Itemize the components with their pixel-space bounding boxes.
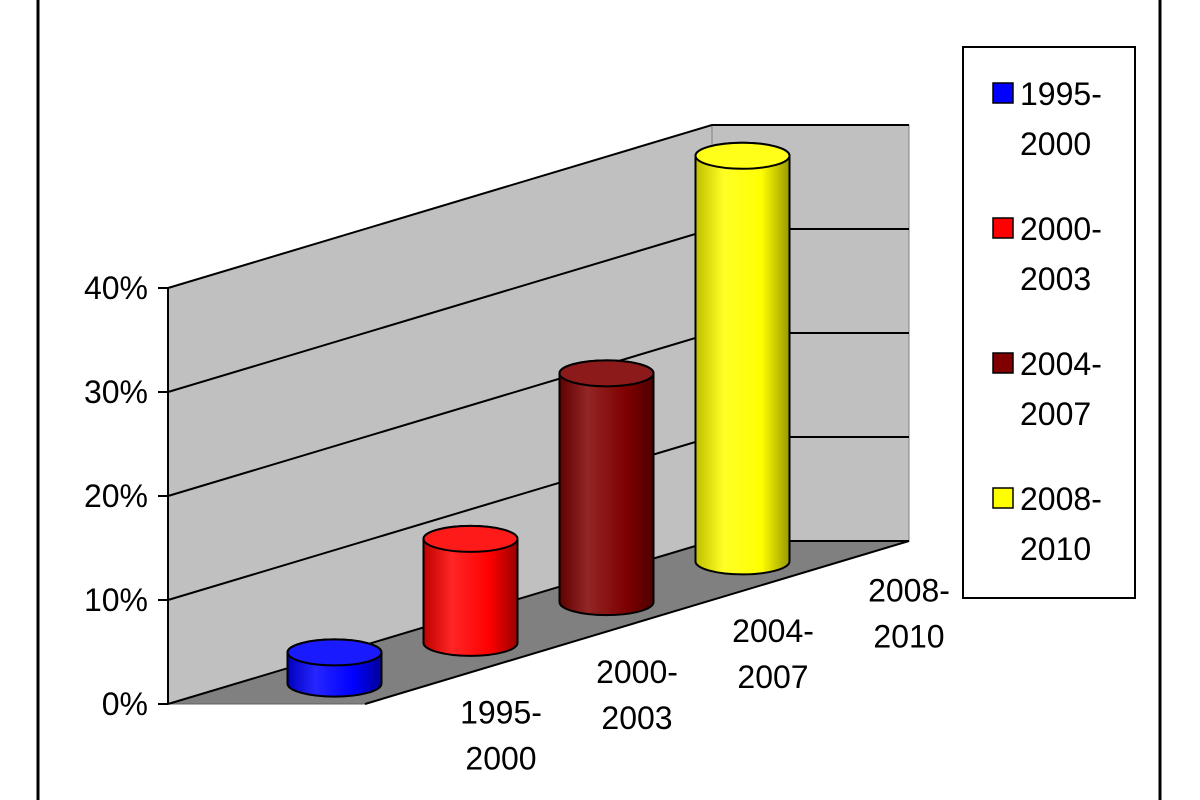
legend-label-line: 2007 (1020, 396, 1091, 432)
x-tick-label-line: 2004- (732, 613, 814, 649)
x-tick-label: 2008- 2010 (868, 572, 950, 654)
legend-swatch (992, 487, 1014, 509)
legend-label: 2008- 2010 (1020, 481, 1102, 567)
y-tick-label: 20% (84, 478, 148, 514)
x-tick-label: 2004- 2007 (732, 613, 814, 695)
x-tick-label-line: 2003 (601, 700, 672, 736)
legend-label-line: 2000 (1020, 126, 1091, 162)
x-tick-label-line: 2000 (465, 741, 536, 777)
x-tick-label-line: 2000- (596, 654, 678, 690)
legend-label: 1995- 2000 (1020, 76, 1102, 162)
bar-top (422, 524, 519, 553)
bar (694, 141, 791, 576)
legend-label-line: 2008- (1020, 481, 1102, 517)
legend-label-line: 2003 (1020, 261, 1091, 297)
legend-swatch (992, 82, 1014, 104)
bar-top (694, 141, 791, 170)
y-tick-label: 10% (84, 582, 148, 618)
y-tick-label: 0% (102, 686, 148, 722)
legend-box (962, 46, 1136, 599)
bar (558, 359, 655, 617)
grid-line (167, 124, 909, 289)
x-tick-label-line: 2010 (873, 618, 944, 654)
x-tick-label-line: 2008- (868, 572, 950, 608)
chart-frame (36, 0, 1162, 800)
x-tick-label-line: 2007 (737, 659, 808, 695)
x-axis (364, 540, 910, 705)
legend-label: 2000- 2003 (1020, 211, 1102, 297)
x-tick-label: 2000- 2003 (596, 654, 678, 736)
legend-swatch (992, 217, 1014, 239)
legend-label-line: 2000- (1020, 211, 1102, 247)
legend-label-line: 2004- (1020, 346, 1102, 382)
legend-label: 2004- 2007 (1020, 346, 1102, 432)
legend-label-line: 1995- (1020, 76, 1102, 112)
legend-label-line: 2010 (1020, 531, 1091, 567)
legend-swatch (992, 352, 1014, 374)
bar-top (558, 359, 655, 388)
y-tick-label: 30% (84, 374, 148, 410)
y-tick-label: 40% (84, 270, 148, 306)
x-tick-label: 1995- 2000 (460, 695, 542, 777)
bar-top (286, 638, 383, 667)
x-tick-label-line: 1995- (460, 695, 542, 731)
